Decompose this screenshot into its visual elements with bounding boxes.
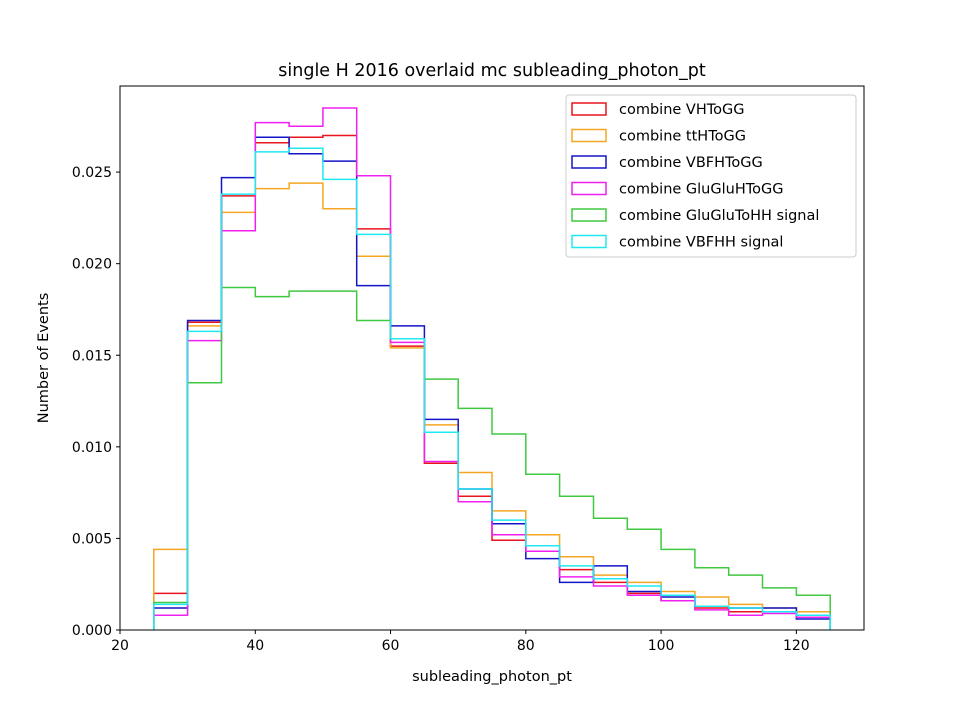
legend-swatch <box>571 102 607 116</box>
legend-swatch <box>571 181 607 196</box>
x-tick-label: 60 <box>382 638 400 654</box>
x-tick-label: 40 <box>246 638 264 654</box>
legend-label: combine ttHToGG <box>619 129 746 145</box>
series-line-5 <box>153 147 831 630</box>
plot-area-frame <box>119 85 865 631</box>
legend-swatch <box>571 208 607 222</box>
legend-label: combine VBFHToGG <box>619 155 763 171</box>
legend-label: combine VBFHH signal <box>619 235 783 251</box>
legend-swatch <box>571 128 607 143</box>
legend-label: combine VHToGG <box>619 102 744 118</box>
x-tick-label: 120 <box>783 638 810 654</box>
y-tick-label: 0.010 <box>72 440 112 456</box>
y-tick-label: 0.015 <box>72 348 112 364</box>
x-tick-label: 100 <box>648 638 675 654</box>
legend: combine VHToGG combine ttHToGG combine VBF… <box>565 94 857 258</box>
legend-label: combine GluGluToHH signal <box>619 208 819 224</box>
legend-label: combine GluGluHToGG <box>619 182 783 198</box>
y-axis-ticks: 0.000 0.005 0.010 0.015 0.020 0.025 <box>72 165 120 639</box>
x-tick-label: 20 <box>111 638 129 654</box>
legend-box <box>565 94 857 258</box>
y-axis-label: Number of Events <box>36 293 52 424</box>
legend-swatch <box>571 234 607 249</box>
x-axis-label: subleading_photon_pt <box>412 669 572 685</box>
y-tick-label: 0.025 <box>72 165 112 181</box>
y-tick-label: 0.005 <box>72 531 112 547</box>
chart-title: single H 2016 overlaid mc subleading_pho… <box>278 61 706 81</box>
legend-swatch <box>571 155 607 169</box>
x-tick-label: 80 <box>517 638 535 654</box>
y-tick-label: 0.000 <box>72 623 112 639</box>
x-axis-ticks: 20 40 60 80 100 120 <box>111 630 810 654</box>
y-tick-label: 0.020 <box>72 257 112 273</box>
series-line-4 <box>153 286 831 630</box>
series-layer <box>153 107 831 630</box>
